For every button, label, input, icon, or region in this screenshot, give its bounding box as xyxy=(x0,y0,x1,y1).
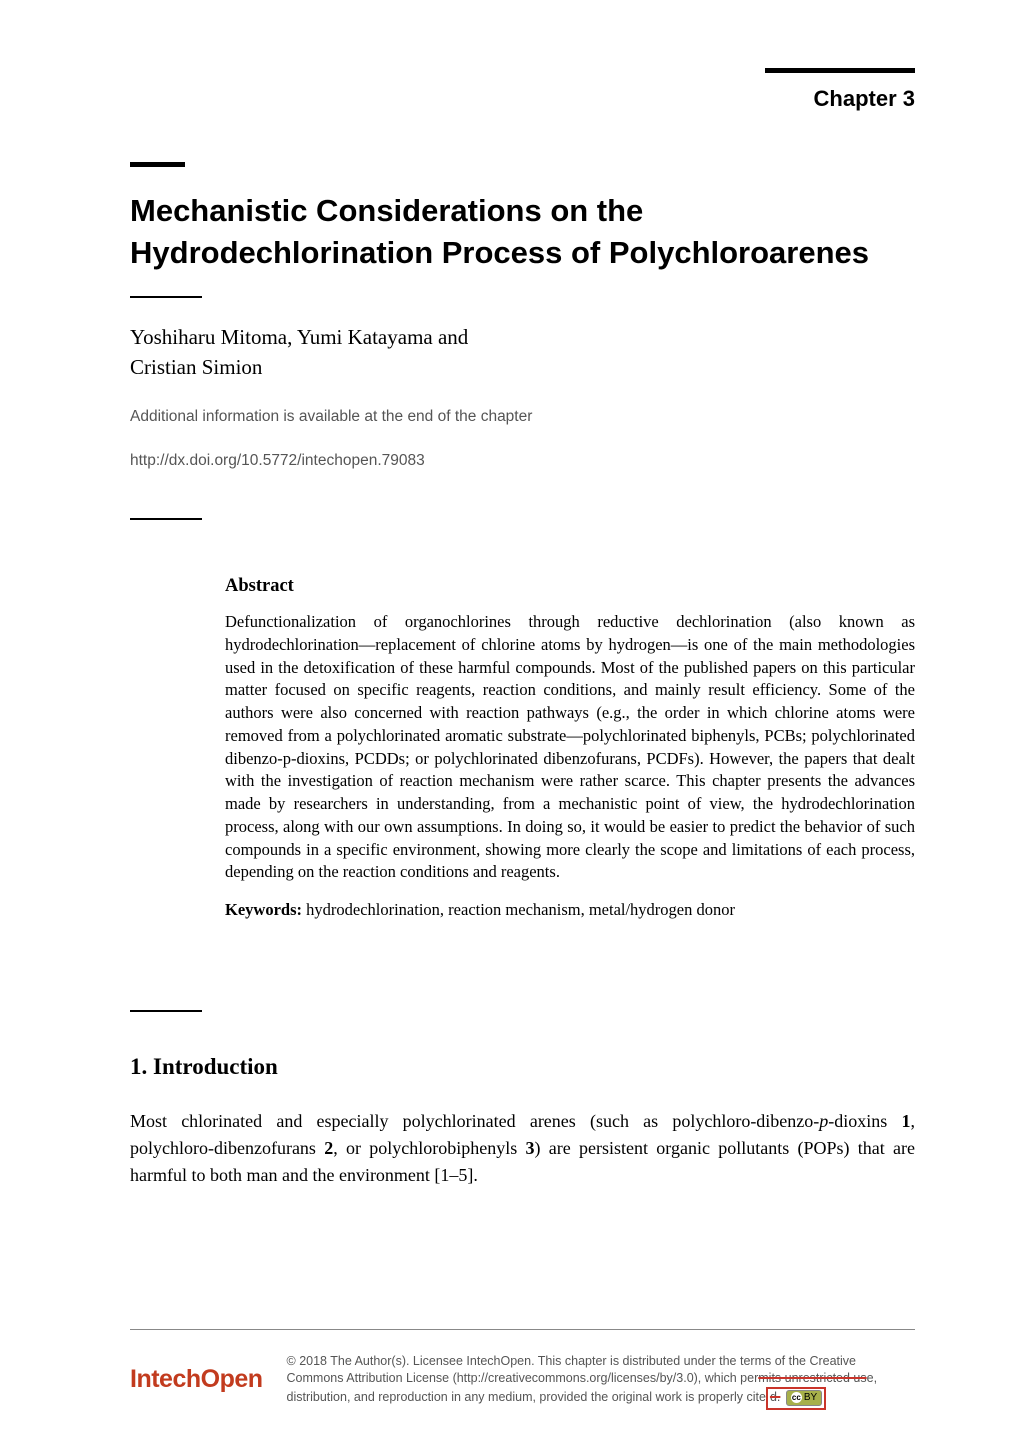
chapter-rule xyxy=(765,68,915,73)
abstract-heading: Abstract xyxy=(225,576,915,597)
license-text: © 2018 The Author(s). Licensee IntechOpe… xyxy=(287,1353,915,1410)
authors-line-2: Cristian Simion xyxy=(130,355,262,379)
keywords-label: Keywords: xyxy=(225,900,302,919)
body-p1-b: -dioxins xyxy=(828,1111,901,1131)
annotation-strike-1: mits unrestricted us xyxy=(758,1370,866,1387)
section-number: 1. xyxy=(130,1054,147,1079)
additional-info: Additional information is available at t… xyxy=(130,408,532,426)
abstract-rule xyxy=(130,518,202,520)
body-p1-d: , or polychlorobiphenyls xyxy=(333,1138,525,1158)
doi-link[interactable]: http://dx.doi.org/10.5772/intechopen.790… xyxy=(130,452,425,470)
authors: Yoshiharu Mitoma, Yumi Katayama and Cris… xyxy=(130,322,468,383)
authors-line-1: Yoshiharu Mitoma, Yumi Katayama and xyxy=(130,325,468,349)
compound-2: 2 xyxy=(324,1138,333,1158)
abstract-block: Abstract Defunctionalization of organoch… xyxy=(225,576,915,920)
keywords: Keywords: hydrodechlorination, reaction … xyxy=(225,900,915,920)
abstract-text: Defunctionalization of organochlorines t… xyxy=(225,611,915,884)
section-heading: 1. Introduction xyxy=(130,1054,278,1080)
body-paragraph: Most chlorinated and especially polychlo… xyxy=(130,1108,915,1189)
cc-by-label: BY xyxy=(804,1392,817,1403)
publisher-brand: IntechOpen xyxy=(130,1353,263,1394)
cc-badge: ccBY xyxy=(786,1390,822,1406)
cc-icon: cc xyxy=(791,1392,802,1403)
compound-3: 3 xyxy=(526,1138,535,1158)
annotation-box: d. ccBY xyxy=(766,1387,826,1410)
page: Chapter 3 Mechanistic Considerations on … xyxy=(0,0,1020,1440)
section-title: Introduction xyxy=(153,1054,278,1079)
keywords-value: hydrodechlorination, reaction mechanism,… xyxy=(302,900,735,919)
annotation-strike-2: d. xyxy=(770,1389,780,1406)
title-rule xyxy=(130,162,185,167)
chapter-label: Chapter 3 xyxy=(814,86,915,112)
section-rule xyxy=(130,1010,202,1012)
footer-rule xyxy=(130,1329,915,1330)
paper-title: Mechanistic Considerations on the Hydrod… xyxy=(130,190,915,274)
body-ital-p: p xyxy=(819,1111,828,1131)
footer: IntechOpen © 2018 The Author(s). License… xyxy=(130,1353,915,1410)
body-p1-a: Most chlorinated and especially polychlo… xyxy=(130,1111,819,1131)
author-rule xyxy=(130,296,202,298)
